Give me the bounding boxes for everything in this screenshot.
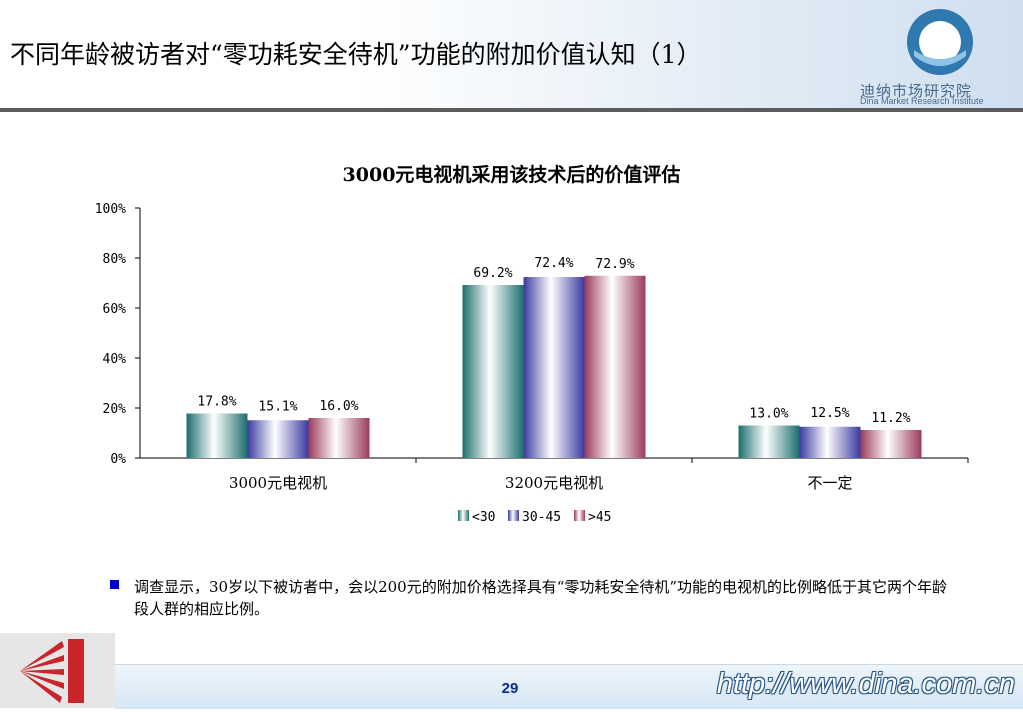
x-tick-label: 不一定 <box>807 474 852 492</box>
bar <box>799 426 861 458</box>
legend-swatch <box>508 510 519 521</box>
footer-bar <box>115 664 1023 709</box>
y-tick-label: 20% <box>103 402 127 417</box>
bar-data-label: 12.5% <box>810 406 849 421</box>
bar <box>186 413 248 458</box>
bar-data-label: 17.8% <box>197 395 236 410</box>
corner-logo-icon <box>20 639 84 703</box>
bar-data-label: 16.0% <box>319 399 358 414</box>
x-tick-label: 3000元电视机 <box>229 474 327 492</box>
y-tick-label: 0% <box>110 452 126 467</box>
y-tick-label: 100% <box>95 202 126 217</box>
legend-label: >45 <box>588 510 611 525</box>
bar-data-label: 72.9% <box>595 257 634 272</box>
bar-data-label: 69.2% <box>473 266 512 281</box>
bar <box>584 275 646 458</box>
y-tick-label: 40% <box>103 352 127 367</box>
y-tick-label: 60% <box>103 302 127 317</box>
logo-en-text: Dina Market Research Institute <box>860 96 984 106</box>
header-background <box>0 0 1023 112</box>
page-title: 不同年龄被访者对“零功耗安全待机”功能的附加价值认知（1） <box>10 40 702 69</box>
legend-label: 30-45 <box>522 510 561 525</box>
bar <box>247 420 309 458</box>
corner-logo <box>0 633 115 708</box>
legend-label: <30 <box>472 510 495 525</box>
x-tick-label: 3200元电视机 <box>505 474 603 492</box>
bar <box>860 430 922 458</box>
bar-data-label: 11.2% <box>871 411 910 426</box>
legend-swatch <box>458 510 469 521</box>
bar <box>462 285 524 458</box>
legend-swatch <box>574 510 585 521</box>
logo-cn-text: 迪纳市场研究院 <box>860 82 973 100</box>
footer-url-link[interactable]: http://www.dina.com.cn <box>716 668 1015 700</box>
bar <box>308 418 370 458</box>
page-number: 29 <box>501 680 519 697</box>
header: 不同年龄被访者对“零功耗安全待机”功能的附加价值认知（1） 迪纳市场研究院 Di… <box>0 0 1023 112</box>
bar <box>738 425 800 458</box>
note-text: 调查显示，30岁以下被访者中，会以200元的附加价格选择具有“零功耗安全待机”功… <box>134 578 948 618</box>
chart-title: 3000元电视机采用该技术后的价值评估 <box>342 164 681 186</box>
bar <box>523 277 585 458</box>
bar-data-label: 15.1% <box>258 399 297 414</box>
bar-data-label: 72.4% <box>534 256 573 271</box>
y-tick-label: 80% <box>103 252 127 267</box>
header-divider <box>0 108 1023 112</box>
dina-logo-icon <box>907 9 973 75</box>
note-bullet-icon <box>110 580 119 589</box>
bar-data-label: 13.0% <box>749 407 788 422</box>
bar-chart: 0% 20% 40% 60% 80% 100% 3000元电视机 17.8% 15.1% 16.… <box>95 202 969 525</box>
